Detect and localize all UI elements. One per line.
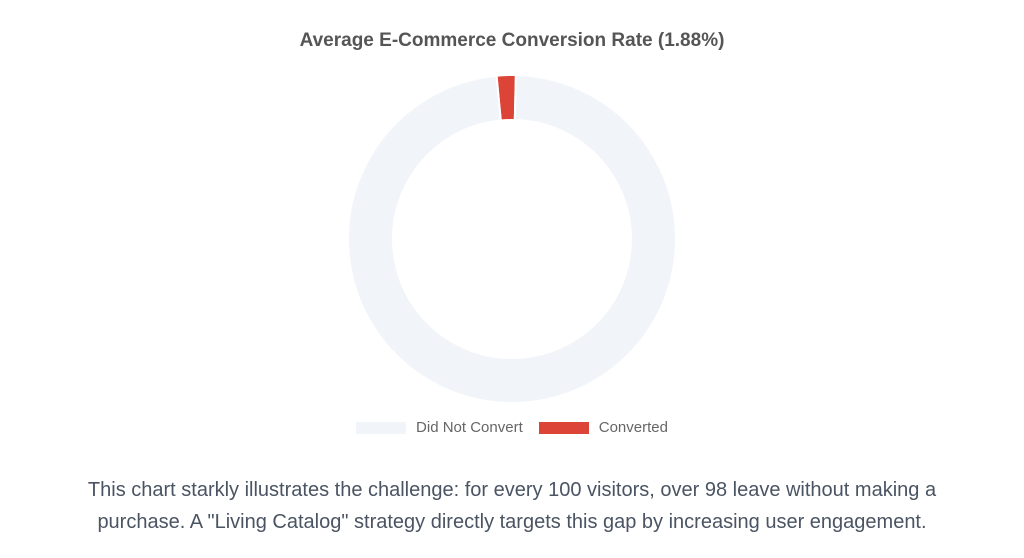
caption-line-2: purchase. A "Living Catalog" strategy di… xyxy=(97,511,927,533)
legend-item-did-not-convert[interactable]: Did Not Convert xyxy=(356,419,523,436)
chart-title: Average E-Commerce Conversion Rate (1.88… xyxy=(299,30,725,51)
caption-line-1: This chart starkly illustrates the chall… xyxy=(87,479,937,501)
legend-label-converted: Converted xyxy=(598,419,668,436)
chart-legend: Did Not Convert Converted xyxy=(0,419,1024,436)
legend-label-did-not-convert: Did Not Convert xyxy=(416,419,523,436)
donut-slice-did-not-convert[interactable] xyxy=(347,74,677,404)
legend-swatch-did-not-convert xyxy=(356,421,407,434)
legend-item-converted[interactable]: Converted xyxy=(538,419,668,436)
legend-swatch-converted xyxy=(538,421,589,434)
chart-caption: This chart starkly illustrates the chall… xyxy=(0,474,1024,538)
